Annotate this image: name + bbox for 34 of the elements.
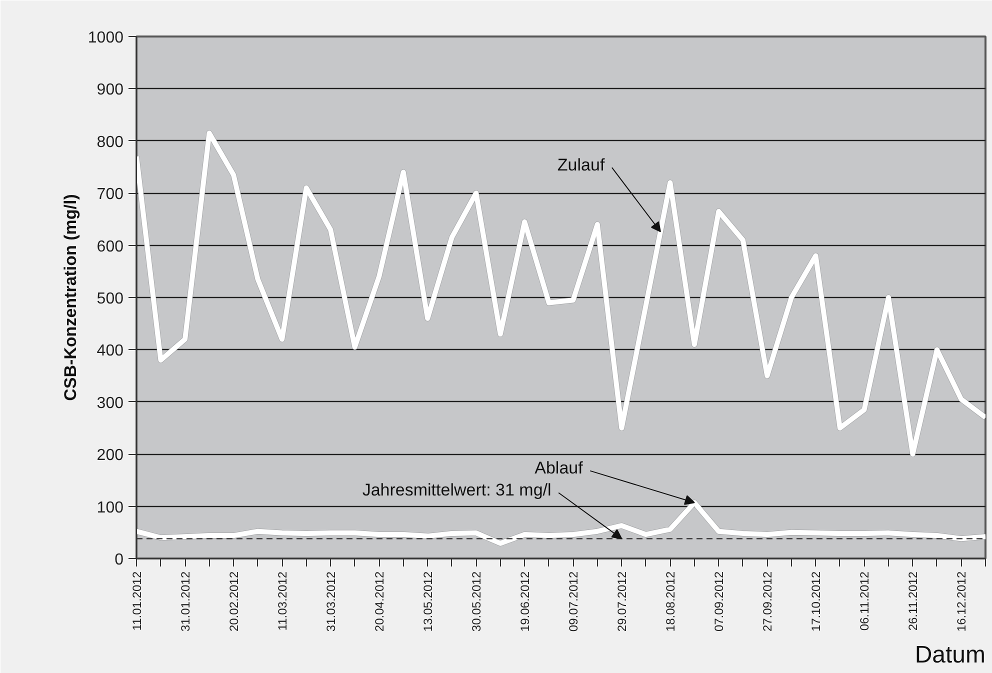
y-tick-label: 500 xyxy=(96,290,124,308)
y-tick-label: 700 xyxy=(96,186,124,204)
y-tick-label: 600 xyxy=(96,238,124,256)
x-tick-label: 20.02.2012 xyxy=(227,571,242,632)
y-tick-label: 300 xyxy=(96,394,124,412)
y-axis-title: CSB-Konzentration (mg/l) xyxy=(60,194,80,401)
y-tick-label: 100 xyxy=(96,499,124,516)
y-tick-label: 800 xyxy=(96,134,124,151)
x-tick-label: 06.11.2012 xyxy=(858,571,872,631)
text: Ablauf xyxy=(534,458,584,478)
x-tick-label: 17.10.2012 xyxy=(809,571,824,632)
x-tick-label: 19.06.2012 xyxy=(518,571,532,632)
x-tick-label: 11.03.2012 xyxy=(276,571,290,631)
x-tick-label: 07.09.2012 xyxy=(712,571,726,632)
x-tick-label: 20.04.2012 xyxy=(372,571,387,632)
x-tick-label: 09.07.2012 xyxy=(566,571,581,632)
x-tick-label: 27.09.2012 xyxy=(760,571,775,632)
annotation: Jahresmittelwert: 31 mg/l xyxy=(362,480,552,500)
x-tick-label: 13.05.2012 xyxy=(421,571,436,632)
x-axis-title: Datum xyxy=(914,642,986,668)
y-tick-label: 0 xyxy=(114,552,124,568)
text: Zulauf xyxy=(557,155,605,174)
x-tick-label: 16.12.2012 xyxy=(954,571,969,632)
y-tick-label: 1000 xyxy=(88,30,124,46)
x-tick-label: 18.08.2012 xyxy=(664,571,678,632)
y-tick-label: 900 xyxy=(96,82,124,99)
x-tick-label: 26.11.2012 xyxy=(906,571,920,631)
x-tick-label: 29.07.2012 xyxy=(615,571,630,632)
x-tick-label: 11.01.2012 xyxy=(130,571,144,631)
y-tick-label: 200 xyxy=(96,447,124,464)
x-tick-label: 30.05.2012 xyxy=(470,571,484,632)
y-tick-label: 400 xyxy=(96,342,124,360)
x-tick-label: 31.03.2012 xyxy=(324,571,338,632)
x-tick-label: 31.01.2012 xyxy=(178,571,193,632)
